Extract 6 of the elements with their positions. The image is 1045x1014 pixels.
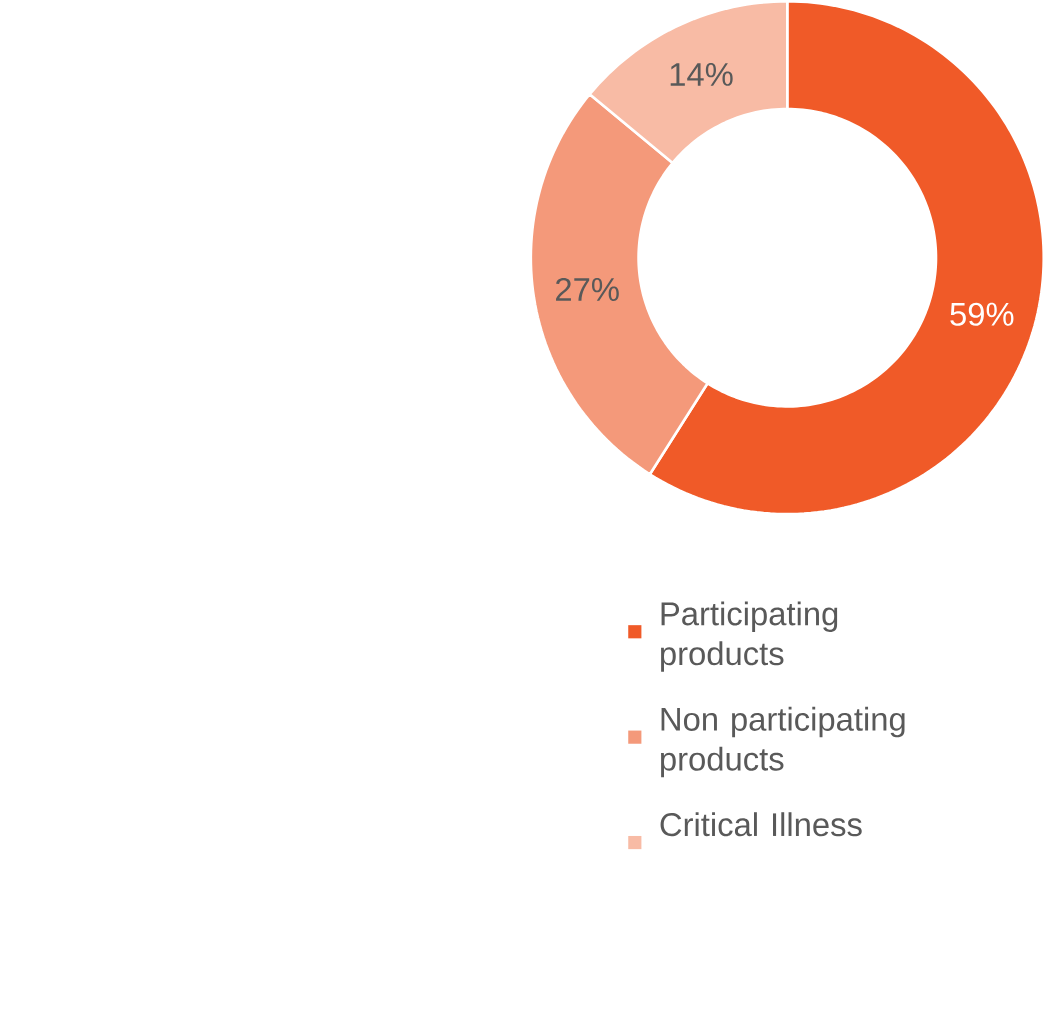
legend-label: Participating products [661,601,838,672]
data-label: 59% [950,302,1014,326]
data-label: 27% [556,277,619,301]
legend-label: Critical Illness [660,812,862,837]
legend-label: Non participating products [661,706,905,778]
data-label: 14% [670,62,733,86]
